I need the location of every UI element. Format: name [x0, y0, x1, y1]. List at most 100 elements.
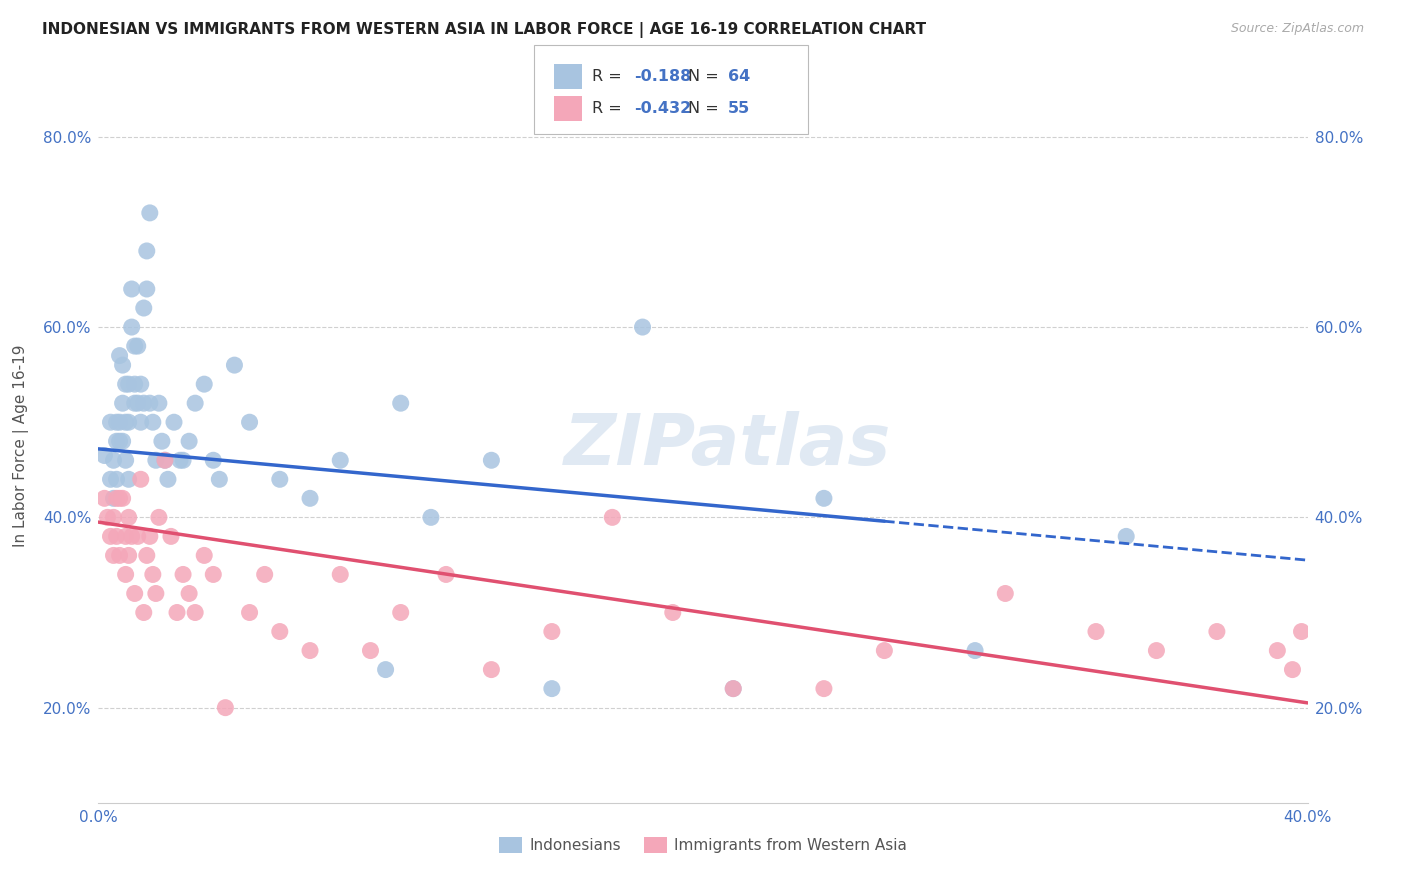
Point [1206, 624, 1229, 639]
Text: INDONESIAN VS IMMIGRANTS FROM WESTERN ASIA IN LABOR FORCE | AGE 16-19 CORRELATIO: INDONESIAN VS IMMIGRANTS FROM WESTERN AS… [42, 22, 927, 38]
Point [269, 624, 291, 639]
Text: Source: ZipAtlas.com: Source: ZipAtlas.com [1230, 22, 1364, 36]
Point [142, 415, 165, 429]
Point [1267, 643, 1289, 657]
Point [121, 529, 143, 543]
Point [193, 377, 215, 392]
Text: ZIPatlas: ZIPatlas [564, 411, 891, 481]
Point [434, 567, 457, 582]
Point [100, 529, 122, 543]
Point [389, 396, 412, 410]
Point [163, 415, 186, 429]
Point [481, 453, 503, 467]
Text: -0.432: -0.432 [634, 102, 692, 116]
Point [114, 529, 136, 543]
Point [420, 510, 443, 524]
Point [105, 472, 128, 486]
Point [142, 567, 165, 582]
Point [129, 472, 152, 486]
Point [253, 567, 276, 582]
Point [100, 415, 122, 429]
Point [329, 567, 352, 582]
Point [127, 529, 149, 543]
Point [374, 663, 396, 677]
Point [139, 206, 162, 220]
Point [127, 396, 149, 410]
Text: R =: R = [592, 102, 627, 116]
Point [389, 606, 412, 620]
Point [723, 681, 745, 696]
Point [118, 415, 141, 429]
Point [111, 491, 134, 506]
Legend: Indonesians, Immigrants from Western Asia: Indonesians, Immigrants from Western Asi… [492, 831, 914, 859]
Point [135, 282, 157, 296]
Point [150, 434, 173, 449]
Point [135, 244, 157, 258]
Point [108, 415, 131, 429]
Point [103, 491, 125, 506]
Point [118, 472, 141, 486]
Point [873, 643, 896, 657]
Point [360, 643, 382, 657]
Point [184, 606, 207, 620]
Point [105, 434, 128, 449]
Point [124, 339, 146, 353]
Text: N =: N = [688, 70, 724, 84]
Point [540, 624, 562, 639]
Point [239, 606, 262, 620]
Point [108, 491, 131, 506]
Point [145, 586, 167, 600]
Point [1291, 624, 1313, 639]
Point [124, 586, 146, 600]
Point [299, 491, 322, 506]
Point [132, 606, 155, 620]
Point [129, 377, 152, 392]
Point [631, 320, 654, 334]
Point [129, 415, 152, 429]
Point [481, 663, 503, 677]
Point [114, 567, 136, 582]
Point [124, 396, 146, 410]
Point [111, 358, 134, 372]
Text: R =: R = [592, 70, 627, 84]
Point [100, 472, 122, 486]
Point [172, 453, 194, 467]
Point [103, 510, 125, 524]
Point [153, 453, 176, 467]
Point [111, 396, 134, 410]
Point [139, 529, 162, 543]
Point [602, 510, 624, 524]
Point [1144, 643, 1167, 657]
Point [329, 453, 352, 467]
Point [156, 472, 179, 486]
Text: 55: 55 [728, 102, 751, 116]
Point [108, 549, 131, 563]
Point [269, 472, 291, 486]
Point [661, 606, 683, 620]
Point [179, 434, 201, 449]
Point [172, 567, 194, 582]
Point [105, 491, 128, 506]
Point [1281, 663, 1303, 677]
Point [145, 453, 167, 467]
Point [93, 449, 115, 463]
Point [132, 301, 155, 315]
Point [114, 415, 136, 429]
Point [169, 453, 191, 467]
Point [121, 282, 143, 296]
Point [239, 415, 262, 429]
Point [135, 549, 157, 563]
Point [202, 453, 225, 467]
Point [184, 396, 207, 410]
Point [93, 491, 115, 506]
Point [111, 434, 134, 449]
Point [105, 415, 128, 429]
Text: N =: N = [688, 102, 724, 116]
Point [148, 510, 170, 524]
Point [224, 358, 246, 372]
Point [105, 529, 128, 543]
Point [540, 681, 562, 696]
Point [124, 377, 146, 392]
Point [160, 529, 183, 543]
Point [813, 491, 835, 506]
